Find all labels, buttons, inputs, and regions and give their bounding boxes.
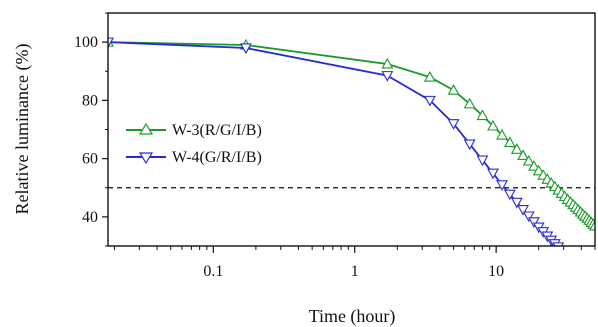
data-point-w4 [517,205,530,216]
data-point-w4 [239,43,252,55]
data-point-w3 [589,219,595,231]
data-point-w3 [510,143,523,154]
legend-entry-w3: W-3(R/G/I/B) [126,122,262,139]
data-point-w3 [528,160,540,171]
legend-label-w4: W-4(G/R/I/B) [172,149,262,166]
data-point-w3 [487,119,499,131]
data-point-w3 [496,128,508,140]
legend-label-w3: W-3(R/G/I/B) [172,122,262,139]
x-tick-label: 10 [488,263,504,280]
plot-area [108,35,595,246]
series-line-w4 [108,41,559,246]
data-point-w3 [517,149,530,160]
data-point-w4 [423,95,436,107]
data-point-w3 [423,70,436,82]
axis-ticks: 40 60 80 100 0.1 1 10 [74,12,596,280]
data-point-w4 [496,180,508,191]
series-layer [108,35,595,246]
data-point-w4 [528,217,540,228]
data-point-w3 [447,84,460,95]
legend: W-3(R/G/I/B) W-4(G/R/I/B) [126,122,262,166]
data-point-w3 [463,97,476,109]
data-point-w3 [381,57,394,69]
legend-marker-w4 [138,152,154,165]
y-axis-title: Relative luminance (%) [12,44,33,215]
x-axis-title: Time (hour) [309,306,396,327]
data-point-w4 [522,211,535,223]
y-tick-label: 100 [74,34,98,51]
legend-entry-w4: W-4(G/R/I/B) [126,149,262,166]
y-tick-label: 60 [82,151,98,168]
data-point-w4 [510,197,523,209]
data-point-w3 [476,109,489,121]
data-point-w4 [476,155,489,167]
data-point-w3 [503,136,516,148]
data-point-w4 [463,139,476,151]
x-tick-label: 1 [351,263,359,280]
y-tick-label: 80 [82,92,98,109]
data-point-w4 [552,242,565,246]
data-point-w4 [487,168,499,180]
data-point-w4 [503,189,516,201]
data-point-w4 [447,119,460,130]
data-point-w4 [108,37,114,49]
data-point-w4 [381,71,394,82]
y-tick-label: 40 [82,209,98,226]
data-point-w3 [522,154,535,166]
x-tick-label: 0.1 [203,263,223,280]
legend-marker-w3 [138,122,154,135]
